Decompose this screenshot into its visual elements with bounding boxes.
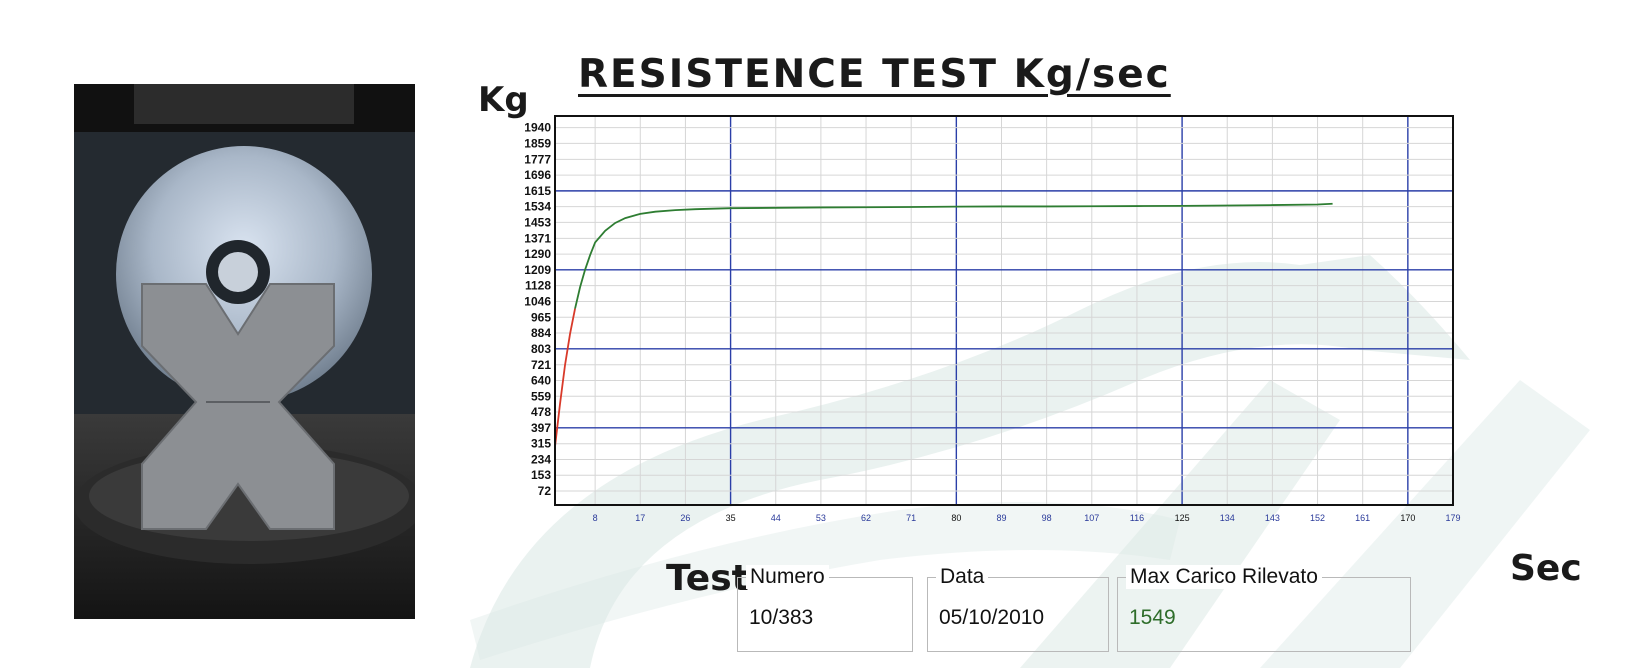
x-tick-label: 134	[1220, 513, 1235, 523]
max-carico-label: Max Carico Rilevato	[1126, 565, 1322, 589]
y-tick-label: 1534	[524, 200, 551, 214]
x-tick-label: 107	[1084, 513, 1099, 523]
y-tick-label: 397	[531, 421, 551, 435]
chart-title: RESISTENCE TEST Kg/sec	[578, 52, 1171, 97]
x-tick-label: 170	[1400, 513, 1415, 523]
numero-label: Numero	[746, 565, 829, 589]
y-tick-label: 234	[531, 452, 551, 466]
y-tick-label: 1371	[524, 231, 551, 245]
x-tick-label: 152	[1310, 513, 1325, 523]
x-tick-label: 53	[816, 513, 826, 523]
numero-box: Numero 10/383	[737, 565, 913, 652]
y-tick-label: 965	[531, 310, 551, 324]
x-axis-label: Sec	[1510, 548, 1582, 589]
max-carico-value: 1549	[1129, 606, 1176, 629]
y-tick-label: 72	[538, 484, 552, 498]
y-axis-label: Kg	[478, 80, 529, 120]
x-tick-label: 71	[906, 513, 916, 523]
y-tick-label: 1046	[524, 295, 551, 309]
x-tick-label: 143	[1265, 513, 1280, 523]
y-tick-label: 1128	[525, 279, 551, 293]
x-tick-label: 35	[726, 513, 736, 523]
specimen-photo	[74, 84, 415, 619]
series-line-rise	[554, 308, 576, 447]
y-tick-label: 640	[531, 374, 551, 388]
x-axis-ticks: 8 17 26 35 44 53 62 71 80 89 98 107 116 125 134 143 152 1…	[593, 513, 1461, 523]
y-tick-label: 478	[531, 405, 551, 419]
max-carico-box: Max Carico Rilevato 1549	[1117, 565, 1411, 652]
y-tick-label: 1453	[524, 215, 551, 229]
series-lines	[554, 202, 1333, 447]
y-tick-label: 1615	[524, 184, 551, 198]
x-tick-label: 44	[771, 513, 781, 523]
y-tick-label: 1859	[524, 136, 551, 150]
x-tick-label: 8	[593, 513, 598, 523]
numero-value: 10/383	[749, 606, 814, 629]
x-tick-label: 26	[680, 513, 690, 523]
y-tick-label: 1209	[524, 263, 551, 277]
test-label: Test	[666, 558, 749, 599]
y-tick-label: 153	[531, 468, 551, 482]
x-tick-label: 89	[996, 513, 1006, 523]
y-tick-label: 315	[531, 437, 551, 451]
x-tick-label: 179	[1445, 513, 1460, 523]
y-tick-label: 1290	[524, 247, 551, 261]
y-tick-label: 884	[531, 326, 551, 340]
data-value: 05/10/2010	[939, 606, 1045, 629]
plot-frame	[554, 115, 1454, 506]
x-tick-label: 17	[635, 513, 645, 523]
grid-lines	[555, 116, 1454, 505]
series-line	[574, 202, 1333, 309]
x-tick-label: 125	[1175, 513, 1190, 523]
x-tick-label: 98	[1042, 513, 1052, 523]
y-tick-label: 803	[531, 342, 551, 356]
y-tick-label: 1696	[524, 168, 551, 182]
x-tick-label: 62	[861, 513, 871, 523]
y-tick-label: 1777	[524, 152, 551, 166]
x-tick-label: 161	[1355, 513, 1370, 523]
x-tick-label: 80	[951, 513, 961, 523]
data-label: Data	[936, 565, 989, 589]
y-tick-label: 559	[531, 389, 551, 403]
x-tick-label: 116	[1130, 513, 1144, 523]
data-box: Data 05/10/2010	[927, 565, 1109, 652]
y-tick-label: 1940	[524, 121, 551, 135]
y-tick-label: 721	[531, 358, 551, 372]
